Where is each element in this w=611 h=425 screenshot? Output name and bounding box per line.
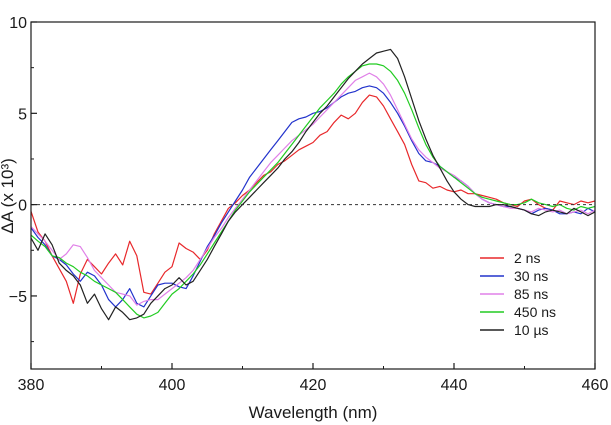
y-axis-title: ΔA (x 10³) [0, 158, 17, 234]
x-axis-title: Wavelength (nm) [249, 403, 378, 422]
y-tick-label: −5 [9, 289, 27, 306]
y-tick-label: 0 [18, 198, 27, 215]
legend-label: 2 ns [514, 250, 540, 266]
x-tick-label: 380 [18, 377, 45, 394]
legend-label: 85 ns [514, 286, 548, 302]
x-tick-label: 440 [441, 377, 468, 394]
x-tick-label: 420 [300, 377, 327, 394]
legend-label: 450 ns [514, 304, 556, 320]
plot-frame [30, 21, 596, 370]
x-tick-label: 400 [159, 377, 186, 394]
series-lines [31, 48, 595, 321]
legend: 2 ns 30 ns 85 ns 450 ns 10 µs [480, 250, 556, 338]
x-tick-label: 460 [582, 377, 609, 394]
legend-label: 30 ns [514, 268, 548, 284]
x-axis-ticks: 380 400 420 440 460 [18, 363, 609, 394]
y-axis-ticks: 10 5 0 −5 [9, 15, 37, 343]
series-line-4 [31, 48, 595, 321]
legend-label: 10 µs [514, 322, 549, 338]
y-tick-label: 10 [9, 15, 27, 32]
series-line-3 [31, 63, 595, 319]
series-line-2 [31, 72, 595, 306]
y-tick-label: 5 [18, 106, 27, 123]
